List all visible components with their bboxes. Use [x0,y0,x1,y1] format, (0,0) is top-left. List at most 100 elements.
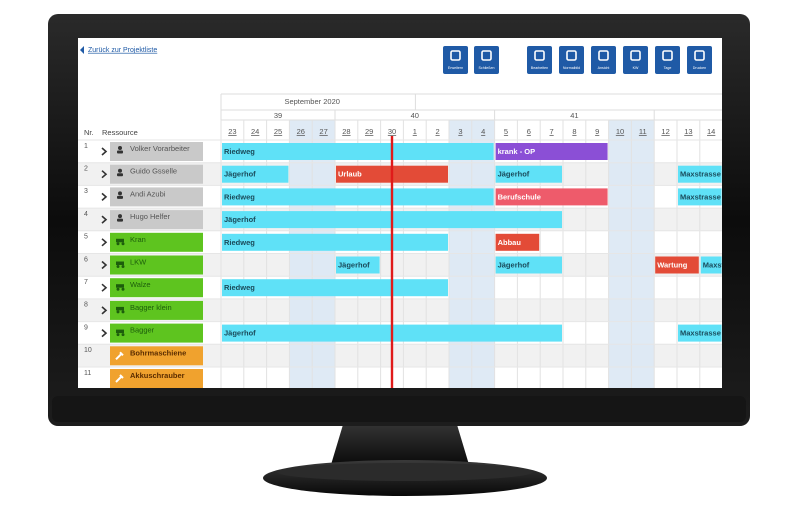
booking-bar[interactable] [655,256,699,274]
day-label: 2 [436,127,440,136]
machine-icon [116,333,120,337]
expand-chevron[interactable] [101,283,108,292]
resource-name: Hugo Helfer [130,212,171,221]
row-number: 4 [84,211,88,218]
booking-bar[interactable] [495,165,562,183]
resource-name: Andi Azubi [130,189,166,198]
machine-icon [121,287,125,291]
resource-name: Akkuschrauber [130,371,185,380]
row-number: 1 [84,143,88,150]
toolbar-label: Ansicht [598,66,610,70]
person-icon [117,173,123,177]
expand-chevron[interactable] [101,328,108,338]
toolbar-label: Drucken [693,66,706,70]
booking-bar[interactable] [495,256,562,274]
day-label: 13 [684,127,692,136]
row-number: 11 [84,370,91,377]
month-label: September 2020 [284,97,339,106]
booking-bar[interactable] [222,165,289,183]
booking-bar[interactable] [678,324,722,342]
week-label: 40 [411,111,419,120]
resource-name: Bagger klein [130,303,172,312]
booking-label: Jägerhof [224,170,256,179]
expand-chevron[interactable] [101,306,108,315]
day-label: 3 [458,127,462,136]
booking-bar[interactable] [678,188,722,206]
booking-label: Riedweg [224,283,255,292]
booking-bar[interactable] [700,256,722,274]
expand-chevron[interactable] [101,170,108,179]
booking-label: Berufschule [498,192,541,201]
expand-chevron[interactable] [101,238,108,247]
toolbar-icon [662,50,673,61]
resource-tile [110,232,203,252]
booking-label: Riedweg [224,147,255,156]
person-icon [118,168,122,173]
booking-label: Jägerhof [498,260,530,269]
row-number: 10 [84,347,92,354]
person-icon [117,195,123,199]
booking-bar[interactable] [222,188,494,206]
row-stripe [78,344,722,367]
toolbar-icon [566,50,577,61]
booking-bar[interactable] [222,279,448,297]
resource-tile [110,323,203,343]
machine-icon [116,238,124,243]
person-icon [117,218,123,222]
machine-icon [116,287,120,291]
booking-label: Abbau [498,238,522,247]
booking-label: Maxstrasse [680,329,721,338]
resource-tile [110,255,203,275]
day-label: 1 [413,127,417,136]
resource-tile [110,278,203,298]
booking-bar[interactable] [678,165,722,183]
booking-label: Urlaub [338,170,362,179]
toolbar-label: Bearbeiten [531,66,548,70]
expand-chevron[interactable] [101,147,108,156]
toolbar-label: KW [633,66,639,70]
day-label: 27 [319,127,327,136]
row-number: 9 [84,324,88,331]
resource-name: LKW [130,257,147,266]
row-number: 2 [84,166,88,173]
row-number: 6 [84,256,88,263]
day-label: 28 [342,127,350,136]
back-link[interactable]: Zurück zur Projektliste [88,47,157,54]
person-icon [118,146,122,150]
machine-icon [116,284,124,288]
toolbar-icon [694,50,705,61]
row-number: 8 [84,302,88,309]
weekend-column [471,120,495,388]
resource-tile [110,369,203,388]
bezel-chin [52,396,746,422]
booking-bar[interactable] [495,143,608,160]
row-number: 7 [84,279,88,286]
machine-icon [121,242,125,246]
booking-label: Maxstrasse [680,170,721,179]
machine-icon [116,306,124,311]
day-label: 8 [572,127,576,136]
booking-label: Jägerhof [224,329,256,338]
expand-chevron[interactable] [101,192,108,202]
booking-bar[interactable] [495,233,540,251]
booking-bar[interactable] [222,233,448,251]
booking-label: Maxstrasse [703,260,744,269]
resource-name: Volker Vorarbeiter [130,144,190,153]
booking-bar[interactable] [222,143,494,160]
tool-icon [115,351,124,361]
column-header: Nr. [84,128,94,137]
toolbar-label: Schließen [479,66,495,70]
toolbar-label: Normalbild [563,66,580,70]
expand-chevron[interactable] [101,215,108,224]
resource-tile [110,300,203,320]
day-label: 9 [595,127,599,136]
machine-icon [116,329,124,334]
expand-chevron[interactable] [101,260,108,270]
resource-name: Guido Gsselle [130,167,177,176]
resource-name: Bohrmaschiene [130,348,186,357]
booking-bar[interactable] [336,256,380,274]
booking-bar[interactable] [495,188,608,206]
day-label: 4 [481,127,485,136]
toolbar-label: Erweitern [448,66,463,70]
